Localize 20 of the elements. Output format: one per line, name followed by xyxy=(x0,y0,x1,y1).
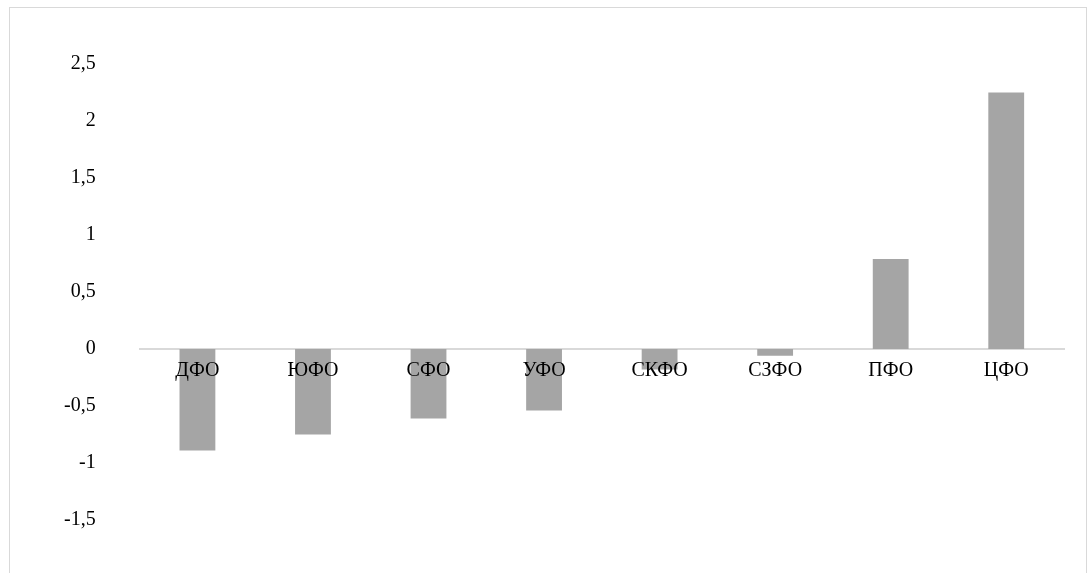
bar xyxy=(988,92,1025,349)
x-tick-label: ДФО xyxy=(175,358,220,382)
y-tick-label: -1 xyxy=(78,450,96,473)
y-tick-label: -1,5 xyxy=(63,507,96,530)
bar xyxy=(872,258,909,349)
y-tick-label: 2 xyxy=(85,108,96,131)
x-tick-label: ПФО xyxy=(868,358,914,381)
y-tick-label: 0 xyxy=(85,336,96,359)
bar xyxy=(757,349,794,356)
y-tick-label: 1 xyxy=(85,222,96,245)
x-tick-label: СЗФО xyxy=(748,358,803,381)
x-tick-label: ЮФО xyxy=(287,358,339,381)
x-tick-label: УФО xyxy=(522,358,566,381)
x-tick-label: ЦФО xyxy=(983,358,1029,382)
y-tick-label: 1,5 xyxy=(70,165,96,188)
y-tick-label: 2,5 xyxy=(70,51,96,74)
y-tick-label: 0,5 xyxy=(70,279,96,302)
x-tick-label: СКФО xyxy=(631,358,688,381)
y-tick-label: -0,5 xyxy=(63,393,96,416)
x-tick-label: СФО xyxy=(406,358,451,381)
